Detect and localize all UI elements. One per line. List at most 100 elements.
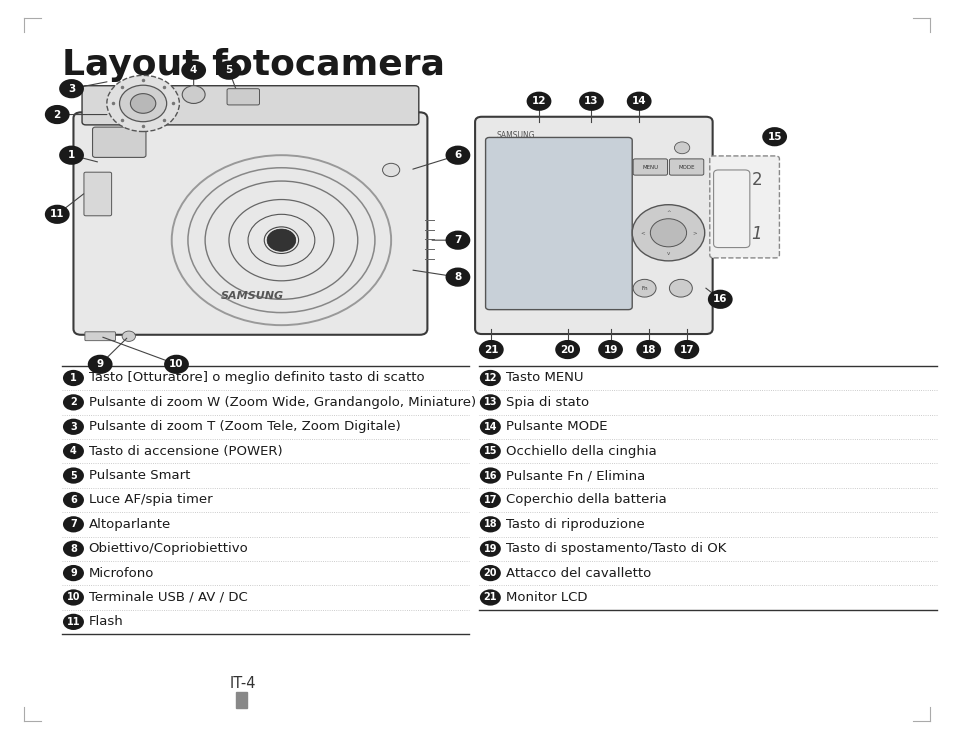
Text: Luce AF/spia timer: Luce AF/spia timer bbox=[89, 494, 213, 506]
Text: Pulsante di zoom W (Zoom Wide, Grandangolo, Miniature): Pulsante di zoom W (Zoom Wide, Grandango… bbox=[89, 396, 476, 409]
Text: 9: 9 bbox=[70, 568, 77, 578]
Circle shape bbox=[650, 219, 686, 247]
Circle shape bbox=[63, 492, 84, 508]
Text: 6: 6 bbox=[70, 495, 77, 505]
Circle shape bbox=[674, 142, 689, 154]
Text: 18: 18 bbox=[640, 344, 656, 355]
Text: Layout fotocamera: Layout fotocamera bbox=[62, 48, 444, 82]
Circle shape bbox=[478, 340, 503, 359]
Text: Coperchio della batteria: Coperchio della batteria bbox=[505, 494, 666, 506]
Circle shape bbox=[445, 268, 470, 287]
Text: 3: 3 bbox=[70, 422, 77, 432]
Text: v: v bbox=[666, 251, 669, 256]
Circle shape bbox=[761, 127, 786, 146]
Text: <: < bbox=[639, 231, 644, 235]
Circle shape bbox=[63, 394, 84, 410]
Circle shape bbox=[479, 394, 500, 410]
FancyBboxPatch shape bbox=[85, 332, 115, 341]
Text: 15: 15 bbox=[483, 446, 497, 456]
Circle shape bbox=[479, 370, 500, 386]
Circle shape bbox=[674, 340, 699, 359]
Circle shape bbox=[526, 92, 551, 111]
Circle shape bbox=[479, 565, 500, 581]
FancyBboxPatch shape bbox=[475, 117, 712, 334]
Circle shape bbox=[479, 492, 500, 508]
Text: 19: 19 bbox=[602, 344, 618, 355]
Circle shape bbox=[107, 75, 179, 132]
Circle shape bbox=[479, 418, 500, 435]
Text: Pulsante MODE: Pulsante MODE bbox=[505, 420, 606, 433]
Circle shape bbox=[669, 279, 692, 297]
Text: Tasto [Otturatore] o meglio definito tasto di scatto: Tasto [Otturatore] o meglio definito tas… bbox=[89, 372, 424, 384]
Circle shape bbox=[479, 590, 500, 606]
Circle shape bbox=[88, 355, 112, 374]
Text: Pulsante di zoom T (Zoom Tele, Zoom Digitale): Pulsante di zoom T (Zoom Tele, Zoom Digi… bbox=[89, 420, 400, 433]
Text: 1: 1 bbox=[68, 150, 75, 160]
Text: >: > bbox=[692, 231, 696, 235]
Text: 14: 14 bbox=[631, 96, 646, 106]
Text: 8: 8 bbox=[454, 272, 461, 282]
Text: Flash: Flash bbox=[89, 616, 123, 628]
Circle shape bbox=[216, 61, 241, 80]
Text: 2: 2 bbox=[53, 109, 61, 120]
Circle shape bbox=[479, 516, 500, 532]
Circle shape bbox=[626, 92, 651, 111]
Circle shape bbox=[119, 85, 167, 122]
Text: 5: 5 bbox=[225, 65, 233, 75]
Circle shape bbox=[63, 443, 84, 459]
Text: OK: OK bbox=[662, 230, 674, 236]
Text: Altoparlante: Altoparlante bbox=[89, 518, 171, 531]
Text: 9: 9 bbox=[96, 359, 104, 370]
FancyBboxPatch shape bbox=[709, 156, 779, 258]
Text: 19: 19 bbox=[483, 544, 497, 554]
Text: Terminale USB / AV / DC: Terminale USB / AV / DC bbox=[89, 591, 247, 604]
Text: SAMSUNG: SAMSUNG bbox=[221, 290, 284, 301]
Text: MODE: MODE bbox=[678, 165, 694, 169]
Circle shape bbox=[555, 340, 579, 359]
Text: 10: 10 bbox=[169, 359, 184, 370]
FancyBboxPatch shape bbox=[485, 137, 632, 310]
Text: Microfono: Microfono bbox=[89, 567, 154, 579]
Text: 11: 11 bbox=[50, 209, 65, 219]
Circle shape bbox=[707, 290, 732, 309]
Circle shape bbox=[445, 231, 470, 250]
Text: Attacco del cavalletto: Attacco del cavalletto bbox=[505, 567, 650, 579]
Text: 10: 10 bbox=[67, 593, 80, 602]
Text: Monitor LCD: Monitor LCD bbox=[505, 591, 586, 604]
Text: Pulsante Smart: Pulsante Smart bbox=[89, 469, 190, 482]
Text: 7: 7 bbox=[70, 520, 77, 529]
Circle shape bbox=[63, 590, 84, 606]
FancyBboxPatch shape bbox=[73, 112, 427, 335]
FancyBboxPatch shape bbox=[92, 127, 146, 157]
Circle shape bbox=[479, 468, 500, 484]
Text: 13: 13 bbox=[583, 96, 598, 106]
Circle shape bbox=[63, 613, 84, 630]
Circle shape bbox=[59, 79, 84, 98]
Text: 2: 2 bbox=[70, 398, 77, 407]
Text: Obiettivo/Copriobiettivo: Obiettivo/Copriobiettivo bbox=[89, 542, 248, 555]
Text: 1: 1 bbox=[70, 373, 77, 383]
Text: 13: 13 bbox=[483, 398, 497, 407]
Text: 21: 21 bbox=[483, 344, 498, 355]
Text: 14: 14 bbox=[483, 422, 497, 432]
Text: 15: 15 bbox=[766, 132, 781, 142]
FancyBboxPatch shape bbox=[669, 159, 703, 175]
Text: 2: 2 bbox=[751, 171, 761, 189]
Circle shape bbox=[445, 146, 470, 165]
Circle shape bbox=[632, 205, 704, 261]
Circle shape bbox=[633, 279, 656, 297]
Circle shape bbox=[63, 468, 84, 484]
Circle shape bbox=[59, 146, 84, 165]
Text: 3: 3 bbox=[68, 84, 75, 94]
Circle shape bbox=[382, 163, 399, 177]
Text: 4: 4 bbox=[70, 446, 77, 456]
FancyBboxPatch shape bbox=[633, 159, 667, 175]
Text: ^: ^ bbox=[665, 210, 670, 215]
FancyBboxPatch shape bbox=[84, 172, 112, 216]
Text: 11: 11 bbox=[67, 617, 80, 627]
Circle shape bbox=[598, 340, 622, 359]
Text: 18: 18 bbox=[483, 520, 497, 529]
Text: 21: 21 bbox=[483, 593, 497, 602]
Text: 7: 7 bbox=[454, 235, 461, 245]
Text: Spia di stato: Spia di stato bbox=[505, 396, 588, 409]
